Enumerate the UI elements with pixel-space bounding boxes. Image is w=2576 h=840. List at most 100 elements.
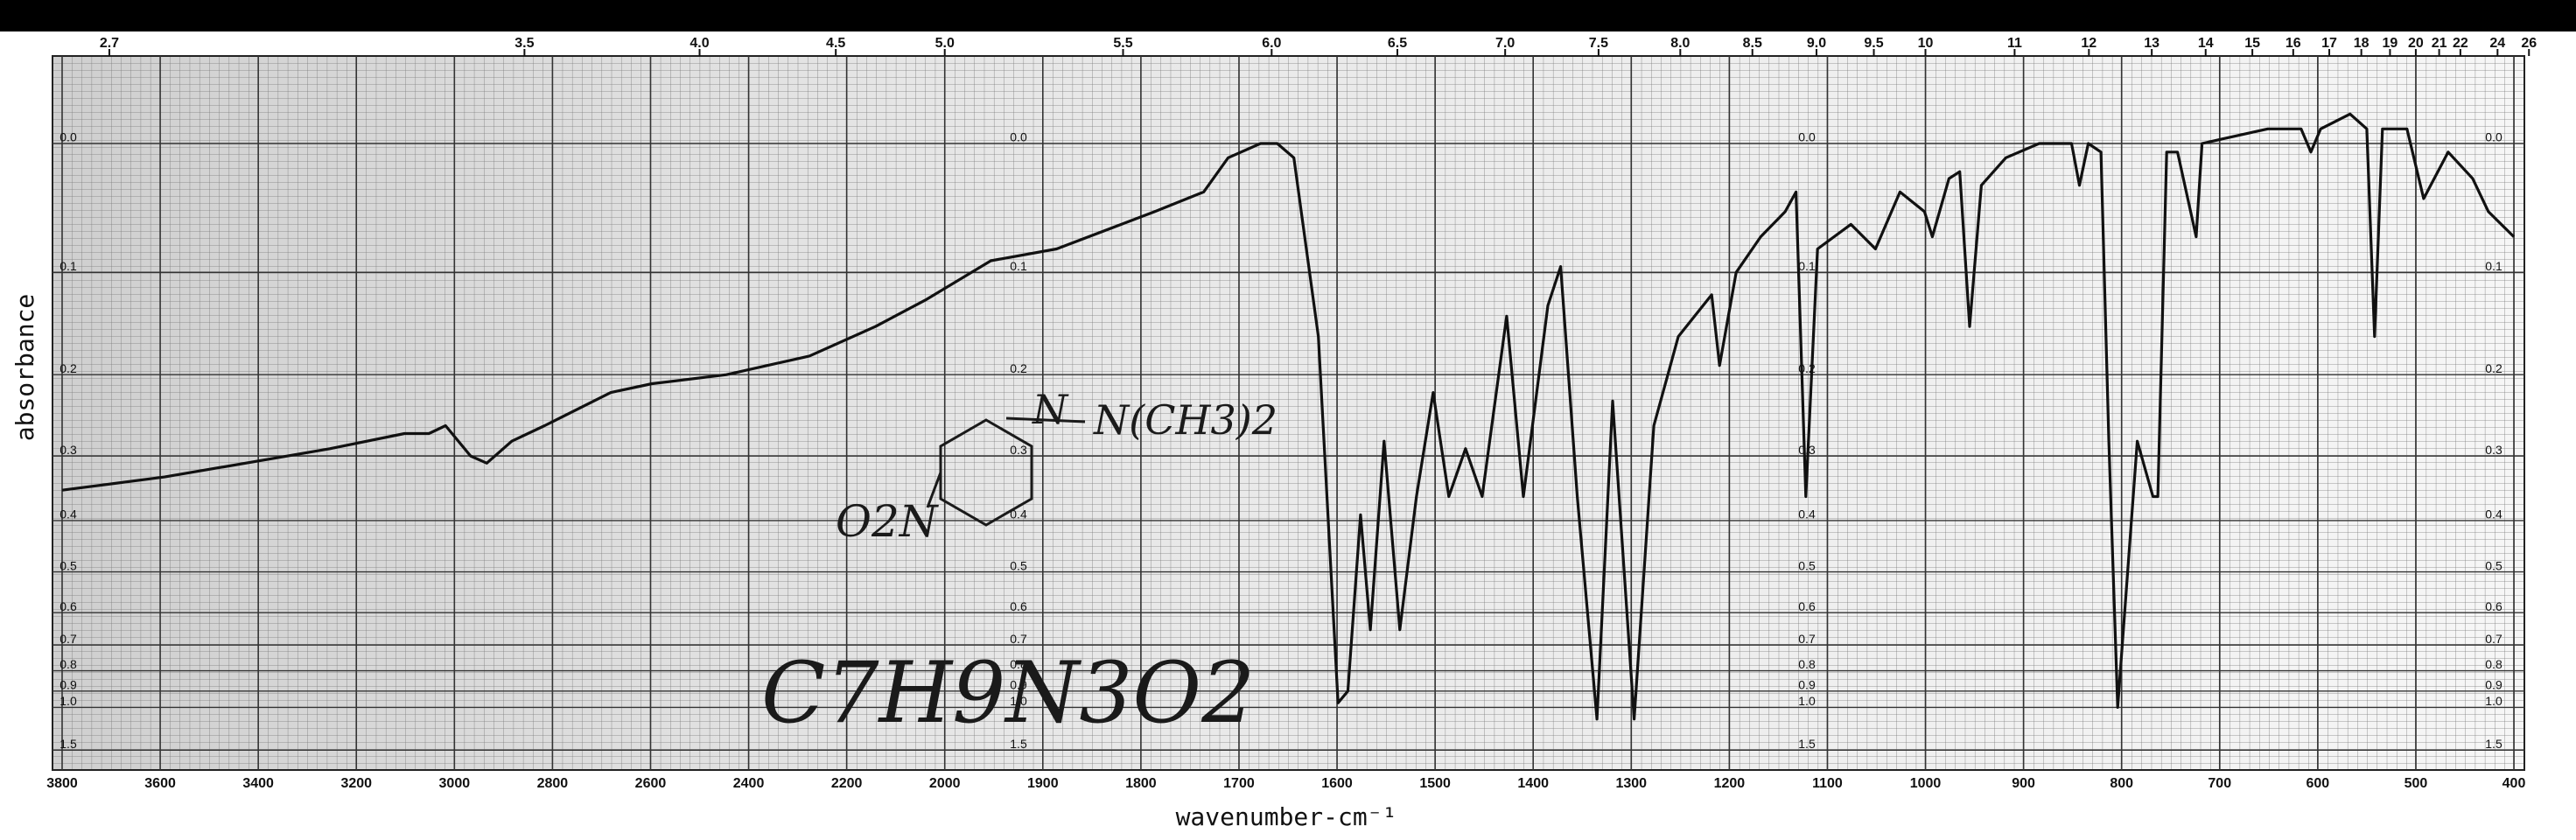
x-tick-label: 800 [2110, 776, 2133, 791]
y-tick-label: 1.5 [60, 737, 77, 751]
x2-tick-label: 4.5 [826, 36, 845, 51]
x2-tick-label: 3.5 [514, 36, 534, 51]
ticks: 3800 3600 3400 3200 3000 2800 2600 2400 2200 2000… [46, 36, 2537, 791]
plot-frame [52, 55, 2525, 771]
y-tick-label: 0.0 [60, 130, 77, 144]
y-tick-label: 0.0 [1798, 130, 1816, 144]
x-tick-label: 1400 [1517, 776, 1549, 791]
y-tick-label: 0.4 [60, 508, 77, 522]
y-tick-label: 0.6 [1010, 599, 1027, 613]
y-tick-label: 0.3 [60, 443, 77, 457]
x-tick-label: 3600 [144, 776, 176, 791]
x-tick-label: 3800 [46, 776, 78, 791]
y-tick-label: 0.7 [1010, 632, 1027, 646]
x2-tick-label: 6.5 [1388, 36, 1407, 51]
y-tick-label: 0.1 [1798, 259, 1816, 273]
x-tick-label: 1300 [1615, 776, 1647, 791]
y-tick-label: 0.9 [1798, 678, 1816, 692]
y-tick-label: 1.0 [1010, 694, 1027, 708]
y-tick-label: 0.9 [60, 678, 77, 692]
x2-tick-label: 7.0 [1495, 36, 1515, 51]
x2-tick-label: 24 [2489, 36, 2505, 51]
y-tick-label: 0.6 [2485, 599, 2502, 613]
x-tick-label: 700 [2208, 776, 2231, 791]
y-tick-label: 0.5 [1798, 558, 1816, 572]
y-tick-label: 0.3 [1010, 443, 1027, 457]
y-tick-label: 1.0 [60, 694, 77, 708]
x2-tick-label: 14 [2198, 36, 2214, 51]
y-tick-label: 0.6 [60, 599, 77, 613]
handwritten-note: C7H9N3O2 [761, 644, 1255, 742]
annotations: N N(CH3)2 O2N C7H9N3O2 [761, 386, 1278, 742]
minor-grid [52, 56, 2524, 770]
x-axis-label: wavenumber-cm⁻¹ [1176, 802, 1397, 831]
x2-tick-label: 22 [2453, 36, 2468, 51]
x-tick-label: 600 [2306, 776, 2329, 791]
x2-tick-label: 18 [2354, 36, 2370, 51]
y-tick-label: 0.3 [2485, 443, 2502, 457]
x2-tick-label: 8.0 [1670, 36, 1690, 51]
x-tick-label: 1500 [1419, 776, 1451, 791]
y-tick-label: 0.1 [2485, 259, 2502, 273]
x2-tick-label: 6.0 [1262, 36, 1281, 51]
x-tick-label: 1100 [1812, 776, 1843, 791]
y-tick-label: 0.4 [2485, 508, 2502, 522]
x-tick-label: 1200 [1714, 776, 1746, 791]
y-tick-label: 0.0 [1010, 130, 1027, 144]
x2-tick-label: 5.5 [1113, 36, 1132, 51]
x2-tick-label: 13 [2144, 36, 2160, 51]
top-band [0, 0, 2576, 32]
x2-tick-label: 9.5 [1864, 36, 1883, 51]
x-tick-label: 500 [2404, 776, 2428, 791]
y-tick-label: 1.0 [1798, 694, 1816, 708]
x-tick-label: 1800 [1125, 776, 1157, 791]
x2-tick-label: 20 [2408, 36, 2424, 51]
x-tick-label: 3200 [340, 776, 372, 791]
x-tick-label: 2400 [733, 776, 765, 791]
x-tick-label: 3000 [439, 776, 471, 791]
y-tick-label: 1.5 [1798, 737, 1816, 751]
ring-sketch [939, 418, 1033, 527]
y-tick-label: 0.2 [60, 361, 77, 375]
y-tick-label: 1.5 [2485, 737, 2502, 751]
y-tick-label: 0.1 [60, 259, 77, 273]
y-axis-label: absorbance [10, 294, 39, 442]
y-tick-label: 0.7 [2485, 632, 2502, 646]
x2-tick-label: 21 [2432, 36, 2447, 51]
x-tick-label: 1900 [1027, 776, 1059, 791]
x2-tick-label: 26 [2521, 36, 2537, 51]
y-tick-label: 0.9 [1010, 678, 1027, 692]
handwritten-note: N(CH3)2 [1093, 396, 1278, 444]
y-tick-label: 1.5 [1010, 737, 1027, 751]
bond-sketch [926, 472, 942, 508]
y-tick-label: 0.5 [60, 558, 77, 572]
spectrum-line [61, 112, 2516, 721]
y-tick-label: 0.5 [2485, 558, 2502, 572]
x2-tick-label: 19 [2383, 36, 2398, 51]
x-tick-label: 400 [2502, 776, 2526, 791]
y-tick-label: 0.0 [2485, 130, 2502, 144]
x2-tick-label: 17 [2321, 36, 2337, 51]
grid [52, 56, 2524, 770]
x2-tick-label: 5.0 [935, 36, 955, 51]
y-tick-label: 0.8 [1798, 657, 1816, 671]
x2-tick-label: 10 [1918, 36, 1934, 51]
x2-tick-label: 11 [2007, 36, 2022, 51]
x2-tick-label: 15 [2244, 36, 2260, 51]
y-tick-label: 0.5 [1010, 558, 1027, 572]
x-tick-label: 2200 [831, 776, 863, 791]
y-tick-label: 0.7 [60, 632, 77, 646]
x-tick-label: 1000 [1910, 776, 1942, 791]
y-tick-label: 0.8 [1010, 657, 1027, 671]
x-tick-label: 2000 [929, 776, 961, 791]
y-tick-label: 0.2 [1010, 361, 1027, 375]
x2-tick-label: 8.5 [1743, 36, 1762, 51]
x-tick-label: 1600 [1321, 776, 1353, 791]
y-tick-label: 0.8 [60, 657, 77, 671]
y-tick-label: 0.9 [2485, 678, 2502, 692]
y-tick-label: 0.7 [1798, 632, 1816, 646]
handwritten-note: N [1032, 386, 1069, 433]
x2-tick-label: 2.7 [100, 36, 119, 51]
spectrum [61, 112, 2516, 721]
